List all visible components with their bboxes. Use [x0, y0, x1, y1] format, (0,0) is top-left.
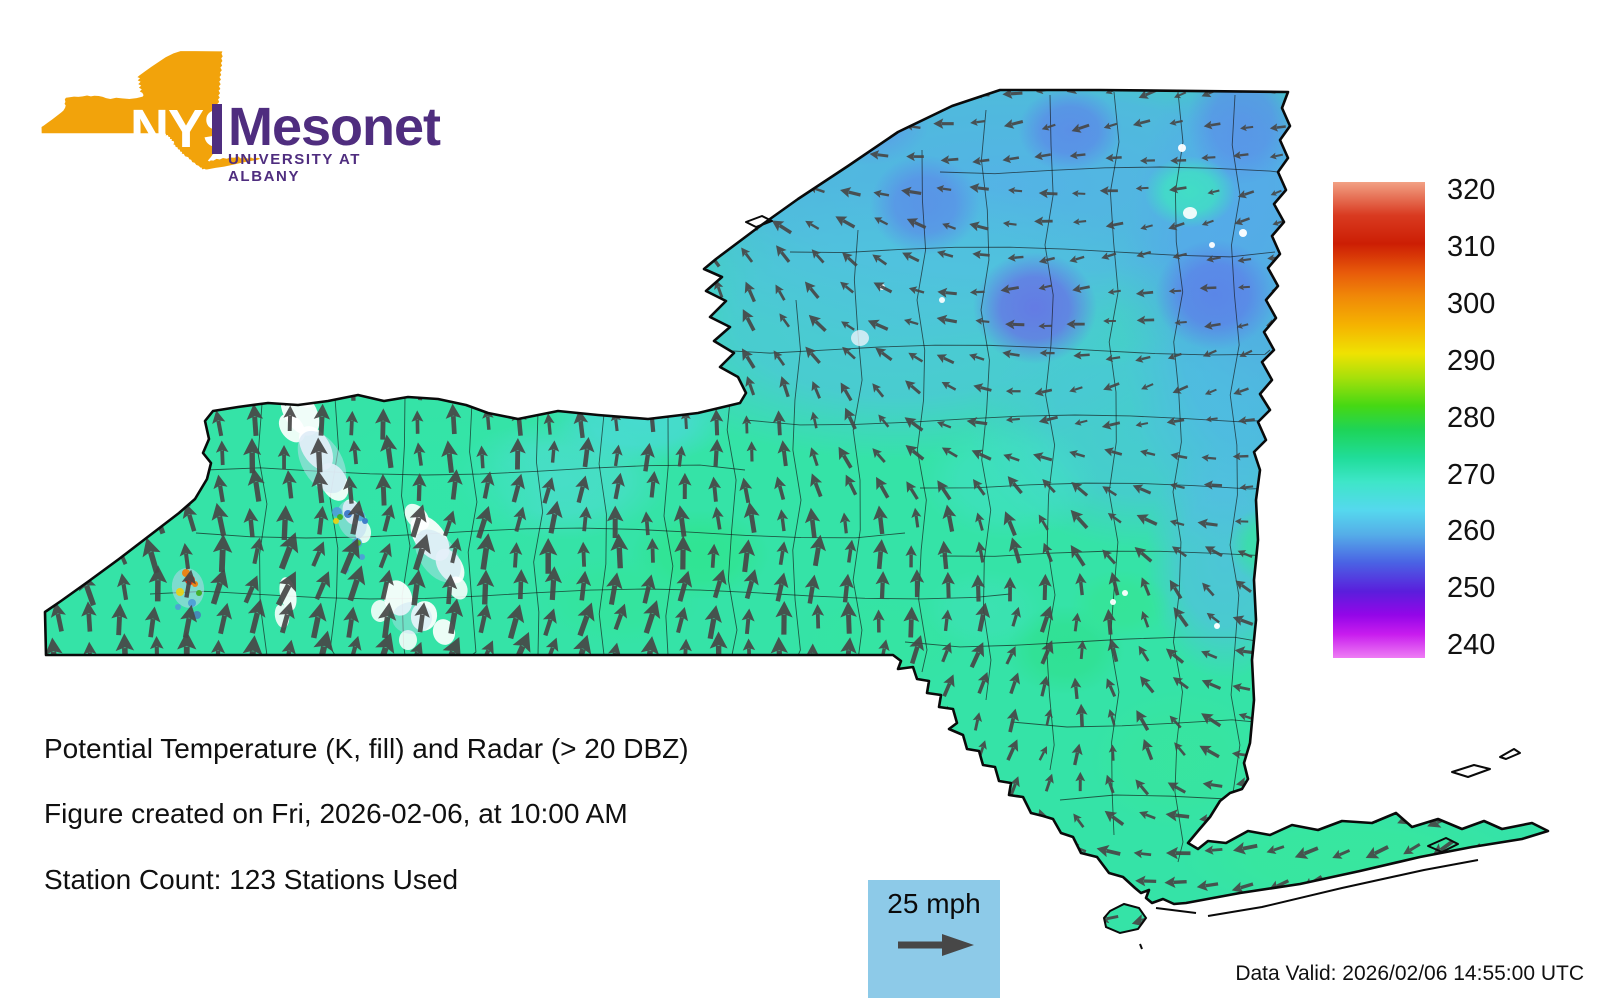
colorbar-tick: 270	[1447, 458, 1496, 491]
colorbar-ticks: 320 310 300 290 280 270 260 250 240	[1447, 175, 1537, 662]
wind-scale-label: 25 mph	[887, 888, 981, 919]
product-title: Potential Temperature (K, fill) and Rada…	[44, 733, 689, 764]
logo-name: Mesonet	[228, 97, 441, 157]
colorbar-tick: 250	[1447, 572, 1496, 605]
colorbar-tick: 290	[1447, 344, 1496, 377]
nys-mesonet-logo: NYS Mesonet UNIVERSITY AT ALBANY	[0, 0, 441, 215]
colorbar-tick: 240	[1447, 629, 1496, 662]
colorbar-tick: 320	[1447, 174, 1496, 206]
station-count: Station Count: 123 Stations Used	[44, 864, 459, 895]
logo-subtitle: UNIVERSITY AT ALBANY	[228, 151, 362, 185]
wind-scale-arrow-icon	[898, 934, 974, 956]
figure-created: Figure created on Fri, 2026-02-06, at 10…	[44, 798, 628, 829]
county-lines-layer	[149, 91, 1279, 863]
coastline-decorations	[745, 215, 1521, 950]
colorbar	[1333, 182, 1425, 658]
wind-scale-legend: 25 mph	[868, 880, 1000, 998]
colorbar-tick: 260	[1447, 515, 1496, 548]
logo-divider	[212, 104, 222, 154]
colorbar-tick: 310	[1447, 230, 1496, 263]
colorbar-tick: 300	[1447, 287, 1496, 320]
data-valid-timestamp: Data Valid: 2026/02/06 14:55:00 UTC	[1235, 962, 1584, 985]
colorbar-tick: 280	[1447, 401, 1496, 434]
